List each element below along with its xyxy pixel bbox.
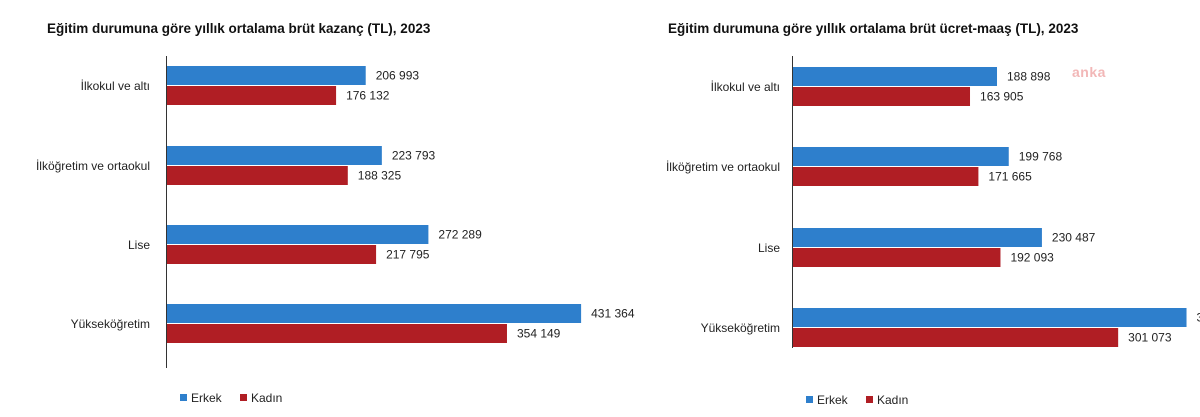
data-label-kadin: 301 073: [1128, 331, 1172, 345]
legend-label-erkek: Erkek: [191, 391, 223, 405]
chart-title: Eğitim durumuna göre yıllık ortalama brü…: [47, 21, 431, 36]
bar-erkek: [793, 228, 1042, 247]
data-label-erkek: 223 793: [392, 149, 436, 163]
data-label-kadin: 354 149: [517, 327, 561, 341]
chart-title: Eğitim durumuna göre yıllık ortalama brü…: [668, 21, 1079, 36]
category-label: İlkokul ve altı: [711, 80, 780, 94]
data-label-erkek: 199 768: [1019, 150, 1063, 164]
legend-swatch-kadin: [866, 396, 873, 403]
data-label-kadin: 188 325: [358, 169, 402, 183]
data-label-erkek: 230 487: [1052, 231, 1096, 245]
data-label-erkek: 364 370: [1197, 311, 1200, 325]
category-label: Lise: [128, 238, 150, 252]
bar-kadin: [167, 324, 507, 343]
bar-kadin: [793, 248, 1001, 267]
bar-kadin: [167, 166, 348, 185]
data-label-kadin: 171 665: [988, 170, 1032, 184]
legend-swatch-erkek: [806, 396, 813, 403]
bar-erkek: [167, 66, 366, 85]
category-label: Yükseköğretim: [701, 321, 780, 335]
watermark-text: anka: [1072, 64, 1106, 80]
legend-label-kadin: Kadın: [877, 393, 908, 407]
bar-erkek: [167, 304, 582, 323]
category-label: İlkokul ve altı: [81, 79, 150, 93]
data-label-kadin: 217 795: [386, 248, 430, 262]
data-label-kadin: 192 093: [1010, 251, 1054, 265]
chart-left-svg: Eğitim durumuna göre yıllık ortalama brü…: [36, 21, 635, 405]
data-label-erkek: 206 993: [376, 69, 420, 83]
data-label-erkek: 188 898: [1007, 70, 1051, 84]
legend-swatch-kadin: [240, 394, 247, 401]
bar-kadin: [793, 167, 979, 186]
bar-kadin: [167, 86, 337, 105]
bar-erkek: [167, 225, 429, 244]
data-label-erkek: 431 364: [591, 307, 635, 321]
data-label-kadin: 176 132: [346, 89, 390, 103]
legend-label-erkek: Erkek: [817, 393, 849, 407]
bar-kadin: [793, 87, 971, 106]
legend-swatch-erkek: [180, 394, 187, 401]
bar-erkek: [793, 67, 998, 86]
data-label-erkek: 272 289: [438, 228, 482, 242]
chart-left: Eğitim durumuna göre yıllık ortalama brü…: [36, 21, 635, 405]
data-label-kadin: 163 905: [980, 90, 1024, 104]
bar-erkek: [167, 146, 382, 165]
bar-erkek: [793, 308, 1187, 327]
bar-kadin: [793, 328, 1119, 347]
bar-erkek: [793, 147, 1009, 166]
bar-kadin: [167, 245, 377, 264]
legend-label-kadin: Kadın: [251, 391, 282, 405]
category-label: İlköğretim ve ortaokul: [36, 159, 150, 173]
chart-right: Eğitim durumuna göre yıllık ortalama brü…: [600, 0, 1200, 417]
chart-right-svg: Eğitim durumuna göre yıllık ortalama brü…: [666, 21, 1200, 407]
category-label: Lise: [758, 241, 780, 255]
category-label: İlköğretim ve ortaokul: [666, 160, 780, 174]
category-label: Yükseköğretim: [71, 317, 150, 331]
